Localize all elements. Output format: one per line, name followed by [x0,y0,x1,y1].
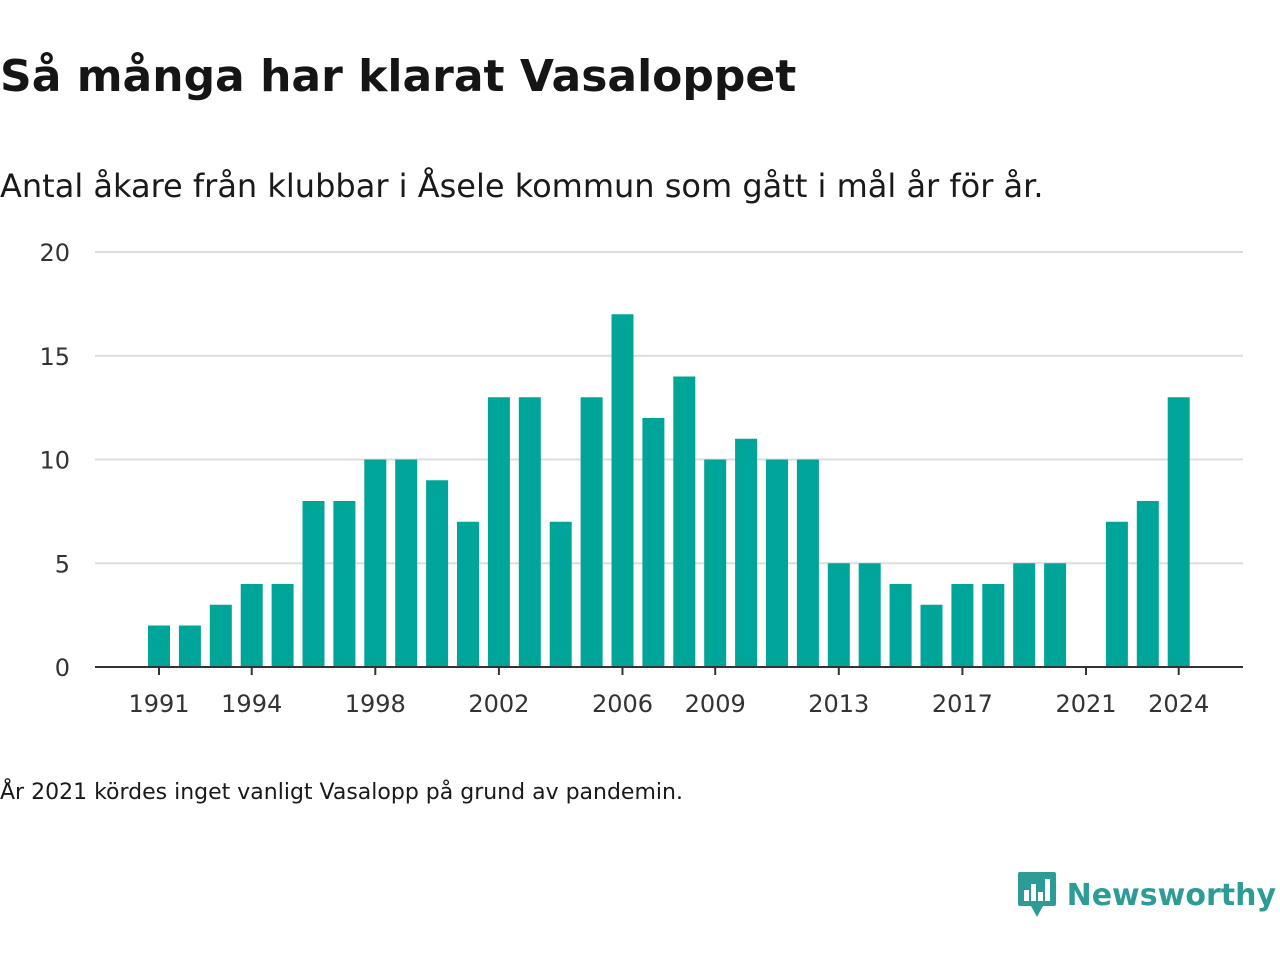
bar-2001 [457,521,479,667]
bar-1995 [271,584,294,667]
x-tick-label: 2021 [1055,690,1116,718]
bar-2019 [1013,563,1036,667]
bar-2002 [487,397,510,667]
bar-2000 [426,480,449,667]
newsworthy-logo-icon [1017,872,1056,917]
bar-1993 [209,604,232,667]
brand: Newsworthy [1017,870,1276,920]
bar-2017 [951,584,974,667]
gridlines [95,251,1243,565]
bar-1996 [302,501,325,667]
bar-2005 [580,397,603,667]
x-tick-label: 2002 [468,690,529,718]
bar-2013 [827,563,850,667]
bar-1999 [395,459,418,667]
bar-2010 [735,438,758,667]
x-tick-label: 2013 [808,690,869,718]
bar-2024 [1167,397,1190,667]
x-tick-label: 2006 [592,690,653,718]
bar-1991 [148,625,170,667]
bar-1997 [333,501,356,667]
x-tick-label: 1994 [221,690,282,718]
bar-2008 [673,376,696,667]
bar-1998 [364,459,387,667]
x-tick-label: 2017 [932,690,993,718]
y-axis-ticks: 0 5 10 15 20 [39,239,70,682]
y-tick-label: 5 [55,550,70,578]
bar-2006 [611,314,634,667]
bar-2011 [766,459,788,667]
bar-2004 [549,521,572,667]
y-tick-label: 10 [39,447,70,475]
x-tick-label: 2009 [685,690,746,718]
bar-2014 [858,563,881,667]
y-tick-label: 20 [39,239,70,267]
brand-name: Newsworthy [1066,877,1276,913]
footnote: År 2021 kördes inget vanligt Vasalopp på… [0,780,683,805]
bar-1994 [240,584,263,667]
x-tick-label: 2024 [1148,690,1209,718]
bar-2023 [1136,501,1159,667]
chart-title: Så många har klarat Vasaloppet [0,51,797,102]
x-axis-ticks: 1991 1994 1998 2002 2006 2009 2013 2017 2021 2024 [128,667,1209,718]
x-tick-label: 1998 [345,690,406,718]
bar-2012 [796,459,819,667]
bar-2007 [642,418,665,667]
bar-2003 [518,397,541,667]
y-tick-label: 15 [39,343,70,371]
bar-2018 [982,584,1005,667]
y-tick-label: 0 [55,654,70,682]
bar-2016 [920,604,943,667]
bar-1992 [178,625,201,667]
bar-2020 [1044,563,1067,667]
x-tick-label: 1991 [128,690,189,718]
bars [148,314,1190,667]
chart-subtitle: Antal åkare från klubbar i Åsele kommun … [0,167,1044,205]
bar-2022 [1105,521,1128,667]
bar-2009 [704,459,727,667]
bar-2015 [889,584,912,667]
